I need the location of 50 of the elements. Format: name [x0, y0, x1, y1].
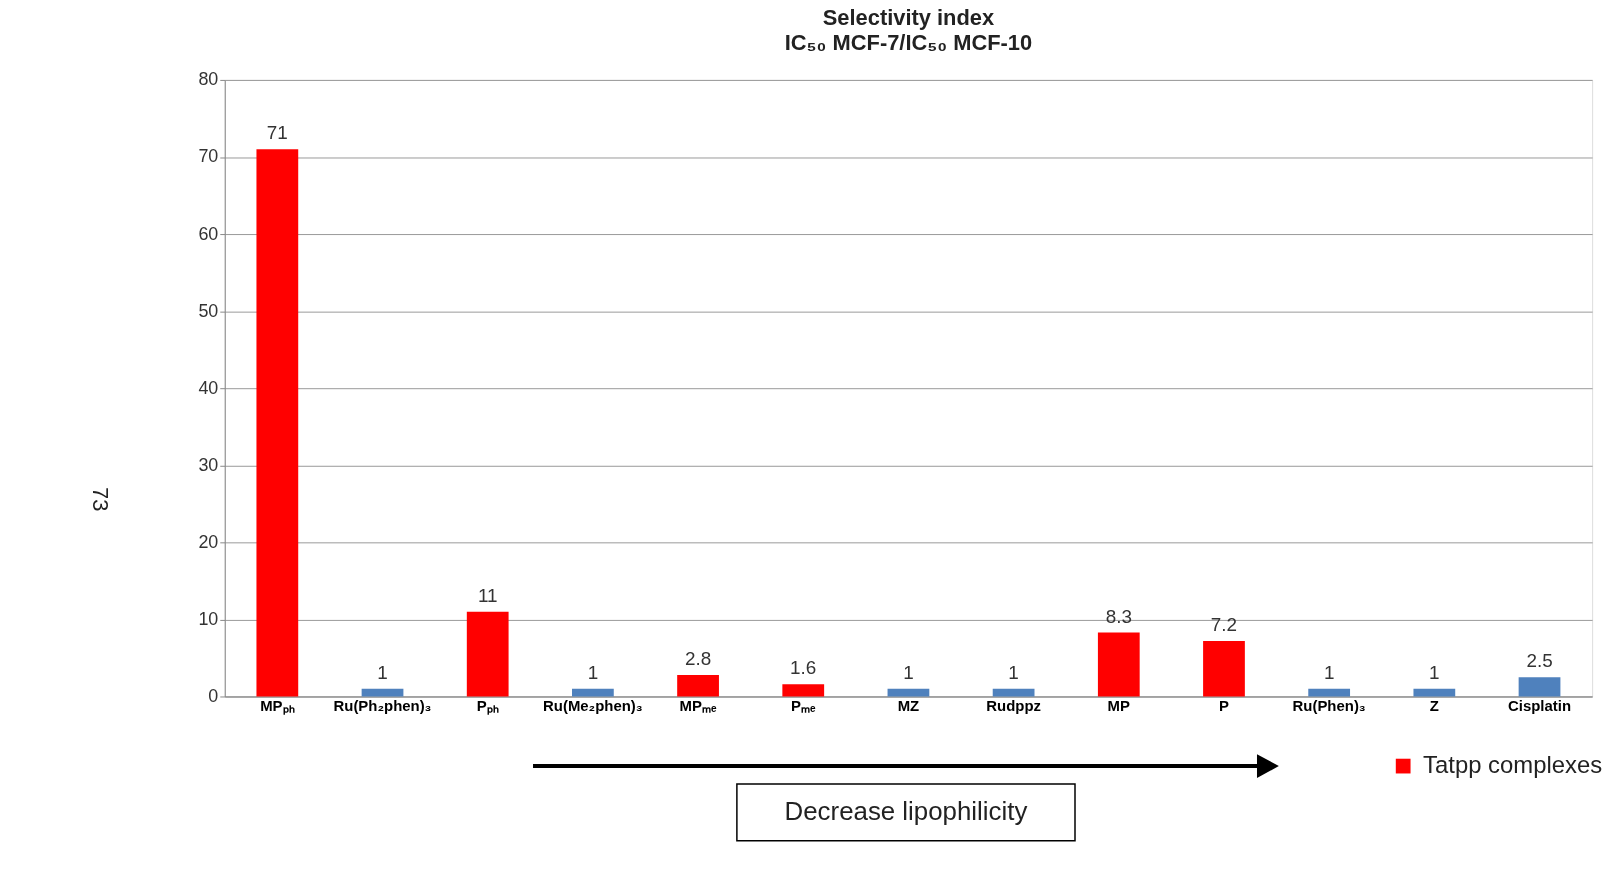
bar: [572, 688, 614, 697]
bar: [1518, 677, 1561, 697]
x-tick-label: P: [1219, 697, 1229, 714]
data-label: 8.3: [1105, 605, 1132, 627]
x-tick-label: Ru(Phen)₃: [1292, 697, 1366, 714]
y-tick-label: 80: [198, 69, 219, 90]
x-tick-label: MPₚₕ: [260, 697, 295, 715]
x-tick-label: MP: [1107, 697, 1131, 714]
x-tick-label: Ru(Ph₂phen)₃: [333, 697, 432, 714]
data-label: 1: [587, 661, 599, 683]
y-tick-label: 70: [198, 146, 219, 167]
data-label: 1: [1008, 661, 1019, 683]
y-tick-label: 40: [198, 377, 219, 398]
bar: [782, 684, 825, 697]
x-tick-label: Cisplatin: [1508, 697, 1571, 714]
bar: [1413, 688, 1456, 697]
data-label: 2.8: [684, 647, 712, 669]
chart-subtitle: IC₅₀ MCF-7/IC₅₀ MCF-10: [784, 30, 1033, 56]
y-tick-label: 20: [198, 531, 219, 552]
bar: [466, 611, 509, 697]
bar: [1308, 688, 1351, 697]
data-label: 1: [1323, 661, 1335, 683]
x-tick-label: Pₘₑ: [790, 697, 816, 714]
text: 73: [88, 487, 114, 512]
data-label: 2.5: [1526, 650, 1553, 672]
y-tick-label: 10: [198, 608, 219, 629]
data-label: 11: [477, 584, 498, 606]
data-label: 71: [266, 122, 288, 144]
legend-label: Tatpp complexes: [1423, 751, 1603, 779]
bar: [256, 149, 299, 697]
x-tick-label: Z: [1429, 697, 1439, 714]
data-label: 1.6: [790, 657, 817, 679]
y-tick-label: 60: [198, 223, 219, 244]
y-tick-label: 0: [208, 685, 219, 706]
y-tick-label: 30: [198, 454, 219, 475]
x-tick-label: MPₘₑ: [679, 697, 717, 714]
data-label: 7.2: [1210, 614, 1238, 636]
data-label: 1: [1429, 661, 1440, 683]
bar: [1203, 640, 1245, 697]
data-label: 1: [377, 661, 388, 683]
x-tick-label: Pₚₕ: [476, 697, 499, 715]
x-tick-label: Ru(Me₂phen)₃: [543, 697, 643, 714]
bar: [677, 674, 719, 697]
x-tick-label: MZ: [897, 697, 920, 714]
data-label: 1: [903, 661, 914, 683]
bar: [1097, 632, 1140, 697]
text: Decrease lipophilicity: [784, 796, 1028, 825]
chart-title: Selectivity index: [822, 5, 995, 31]
y-tick-label: 50: [198, 300, 219, 321]
x-tick-label: Rudppz: [986, 697, 1041, 714]
